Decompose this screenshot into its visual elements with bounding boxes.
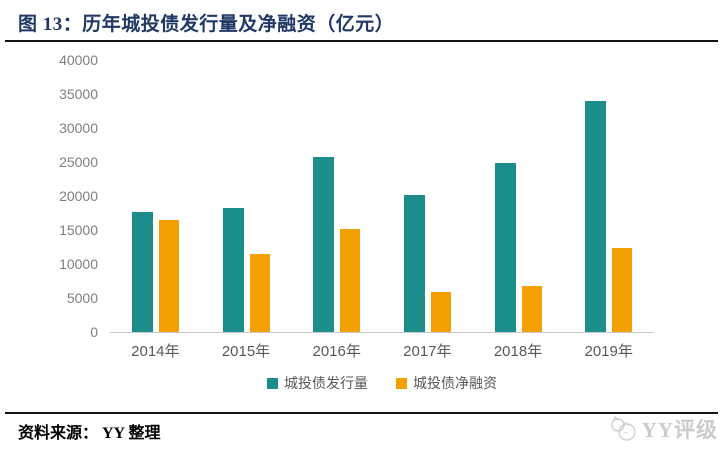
bar-城投债净融资-2019年 [612, 248, 633, 332]
x-axis: 2014年 2015年 2016年 2017年 2018年 2019年 [110, 340, 654, 361]
x-axis-label: 2016年 [312, 343, 361, 360]
bar-group-2018年 [473, 60, 564, 332]
y-axis-label: 10000 [59, 256, 98, 272]
x-axis-label: 2014年 [131, 343, 180, 360]
bar-城投债发行量-2018年 [494, 162, 516, 332]
y-axis-label: 25000 [59, 154, 98, 170]
legend-item: 城投债净融资 [396, 373, 497, 393]
bar-城投债发行量-2019年 [585, 100, 607, 332]
y-axis-label: 20000 [59, 188, 98, 204]
y-axis-label: 15000 [59, 222, 98, 238]
yy-logo: YY评级 [609, 414, 718, 444]
y-axis-label: 30000 [59, 120, 98, 136]
legend-swatch [267, 377, 278, 389]
legend-label: 城投债发行量 [284, 375, 368, 391]
bar-城投债发行量-2015年 [222, 207, 244, 332]
x-axis-label: 2017年 [403, 343, 452, 360]
y-axis-label: 5000 [66, 290, 98, 306]
y-axis-label: 35000 [59, 86, 98, 102]
bar-城投债净融资-2014年 [158, 220, 179, 332]
bar-城投债发行量-2017年 [403, 195, 425, 332]
logo-text: YY评级 [641, 418, 718, 442]
y-axis: 0 5000 10000 15000 20000 25000 30000 35000 40000 [38, 53, 98, 339]
bar-group-2017年 [382, 60, 473, 332]
y-axis-label: 0 [90, 324, 98, 340]
bar-group-2014年 [110, 60, 201, 332]
bar-城投债发行量-2014年 [131, 211, 153, 332]
x-axis-label: 2015年 [221, 343, 271, 360]
bar-group-2015年 [201, 60, 292, 332]
chart-legend: 城投债发行量 城投债净融资 [110, 373, 654, 393]
bar-group-2019年 [563, 60, 654, 332]
legend-item: 城投债发行量 [267, 373, 368, 393]
cat-logo-icon [610, 415, 636, 441]
bar-城投债净融资-2017年 [430, 291, 451, 332]
footer-rule [5, 412, 718, 414]
figure-title: 图 13：历年城投债发行量及净融资（亿元） [18, 14, 395, 35]
plot-area [110, 60, 654, 333]
bar-城投债净融资-2018年 [521, 286, 542, 332]
legend-label: 城投债净融资 [413, 375, 497, 391]
bar-城投债净融资-2015年 [249, 254, 270, 332]
title-underline [5, 40, 718, 42]
source-text: 资料来源： YY 整理 [18, 425, 161, 442]
x-axis-label: 2018年 [493, 343, 543, 360]
legend-swatch [396, 377, 407, 389]
x-axis-label: 2019年 [584, 343, 633, 360]
bar-城投债净融资-2016年 [340, 228, 361, 332]
y-axis-label: 40000 [59, 52, 98, 68]
bar-group-2016年 [291, 60, 382, 332]
bar-城投债发行量-2016年 [313, 156, 335, 332]
